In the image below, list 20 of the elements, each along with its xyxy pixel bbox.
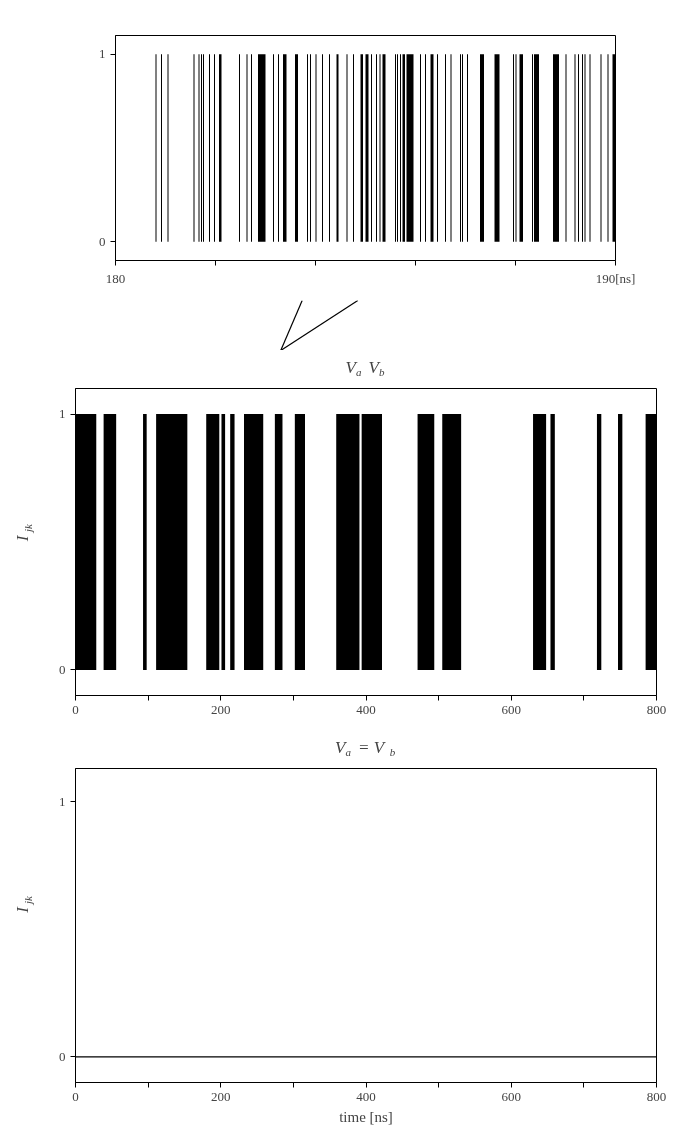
x-tick-label: 400 [356,701,376,717]
y-tick-label: 1 [99,46,106,62]
x-tick-label: 190[ns] [595,270,636,286]
x-tick-label: 0 [72,701,79,717]
x-axis-title: time [ns] [339,1108,393,1125]
y-tick-label: 0 [59,661,66,677]
x-tick-label: 600 [501,1088,521,1104]
y-axis-title: Ijk [13,522,34,543]
x-tick-label: 200 [211,1088,231,1104]
y-tick-label: 0 [59,1048,66,1064]
x-tick-label: 800 [646,1088,667,1104]
x-tick-label: 180 [105,270,126,286]
y-axis-title: Ijk [13,895,34,914]
y-tick-label: 1 [59,793,66,809]
x-tick-label: 400 [356,1088,376,1104]
y-tick-label: 1 [59,406,66,422]
x-tick-label: 600 [501,701,521,717]
x-tick-label: 0 [72,1088,79,1104]
x-tick-label: 800 [646,701,667,717]
x-tick-label: 200 [211,701,231,717]
